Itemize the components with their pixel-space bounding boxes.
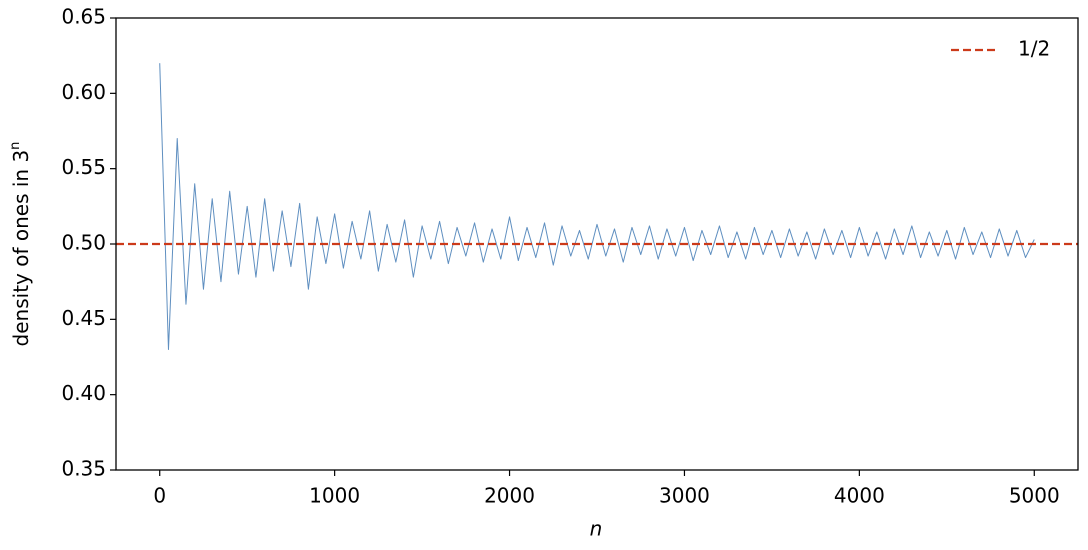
y-axis-label: density of ones in 3n bbox=[8, 142, 33, 347]
y-tick-label: 0.55 bbox=[61, 155, 106, 179]
x-tick-label: 1000 bbox=[309, 484, 360, 508]
legend-label: 1/2 bbox=[1018, 37, 1050, 61]
y-tick-label: 0.45 bbox=[61, 306, 106, 330]
x-tick-label: 2000 bbox=[484, 484, 535, 508]
x-axis-label: n bbox=[590, 517, 603, 541]
x-tick-label: 5000 bbox=[1009, 484, 1060, 508]
y-tick-label: 0.35 bbox=[61, 457, 106, 481]
y-tick-label: 0.40 bbox=[61, 381, 106, 405]
x-tick-label: 0 bbox=[153, 484, 166, 508]
x-tick-label: 3000 bbox=[659, 484, 710, 508]
plot-area bbox=[159, 63, 1035, 350]
y-tick-label: 0.60 bbox=[61, 80, 106, 104]
x-tick-label: 4000 bbox=[834, 484, 885, 508]
y-axis-label-sup: n bbox=[8, 142, 23, 150]
y-tick-label: 0.65 bbox=[61, 5, 106, 29]
y-tick-label: 0.50 bbox=[61, 231, 106, 255]
y-axis-label-text: density of ones in 3 bbox=[9, 150, 33, 347]
data-line bbox=[159, 63, 1035, 350]
axes-frame bbox=[115, 17, 1079, 471]
